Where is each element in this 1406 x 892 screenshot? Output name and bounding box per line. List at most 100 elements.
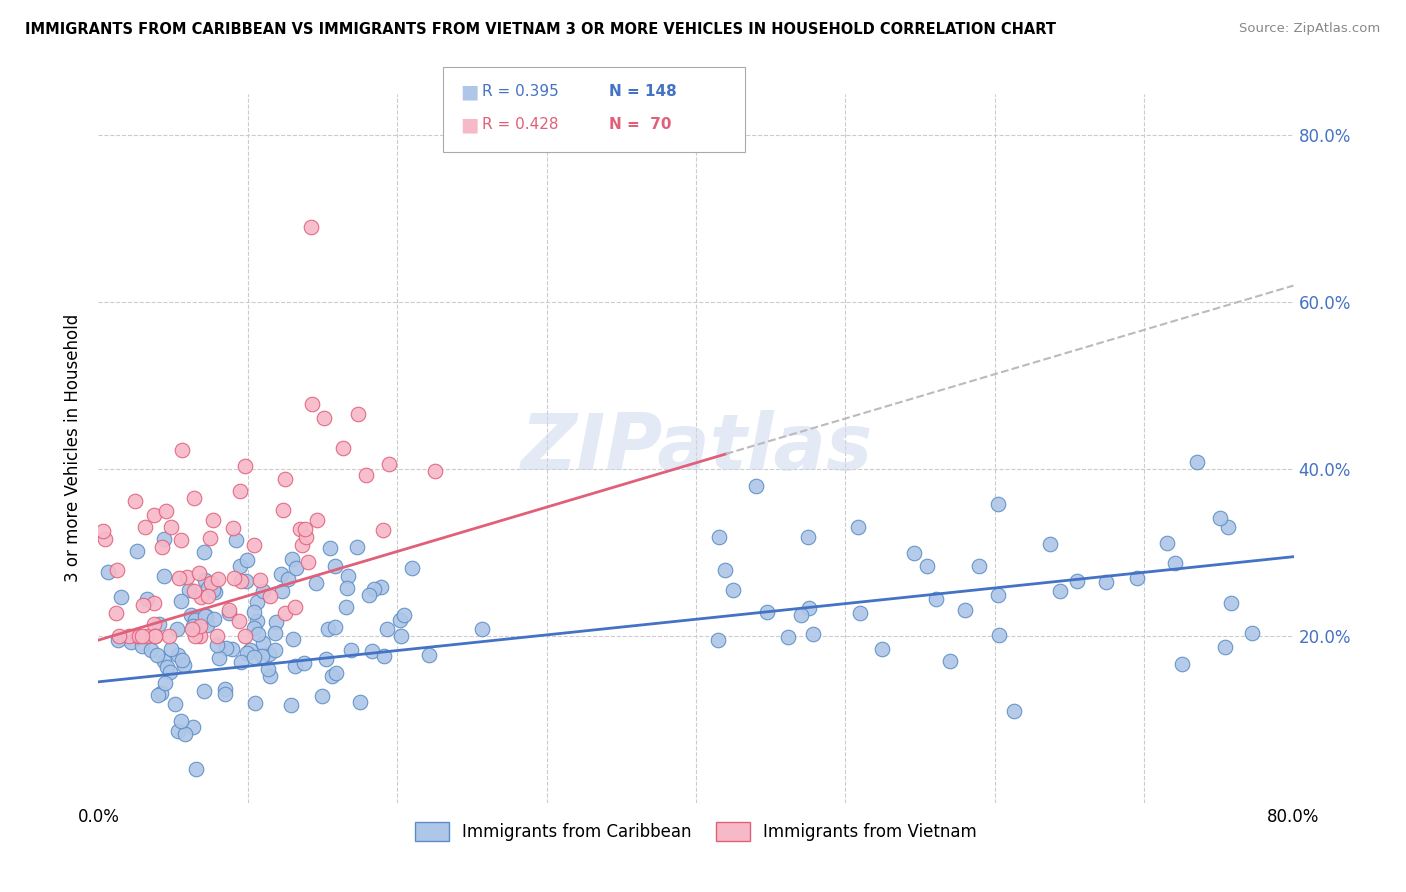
Point — [221, 521, 243, 535]
Point — [259, 669, 281, 683]
Point — [188, 629, 211, 643]
Point — [305, 512, 328, 526]
Point — [1220, 596, 1243, 610]
Point — [361, 643, 384, 657]
Point — [418, 648, 440, 662]
Point — [186, 763, 208, 777]
Text: N =  70: N = 70 — [609, 118, 671, 132]
Point — [128, 629, 150, 643]
Point — [315, 651, 337, 665]
Point — [846, 520, 869, 534]
Point — [167, 724, 190, 739]
Point — [229, 484, 252, 499]
Point — [471, 622, 494, 636]
Point — [1218, 519, 1240, 533]
Point — [150, 540, 173, 554]
Point — [243, 650, 266, 665]
Point — [423, 464, 446, 478]
Point — [200, 576, 222, 591]
Point — [903, 546, 925, 560]
Point — [277, 572, 299, 586]
Point — [270, 583, 292, 598]
Point — [180, 607, 202, 622]
Point — [181, 622, 204, 636]
Point — [231, 574, 253, 588]
Point — [172, 442, 194, 457]
Point — [776, 630, 799, 644]
Point — [373, 649, 395, 664]
Point — [252, 636, 274, 650]
Point — [939, 653, 962, 667]
Point — [127, 543, 149, 558]
Point — [263, 643, 285, 657]
Point — [870, 641, 893, 656]
Point — [181, 720, 204, 734]
Point — [221, 642, 243, 657]
Point — [143, 629, 166, 643]
Point — [264, 626, 287, 640]
Point — [987, 497, 1010, 511]
Legend: Immigrants from Caribbean, Immigrants from Vietnam: Immigrants from Caribbean, Immigrants fr… — [409, 815, 983, 847]
Point — [183, 491, 205, 506]
Point — [291, 538, 314, 552]
Point — [1171, 657, 1194, 671]
Point — [139, 643, 162, 657]
Point — [311, 689, 333, 703]
Point — [153, 676, 176, 690]
Point — [239, 642, 262, 657]
Point — [205, 638, 228, 652]
Point — [316, 622, 339, 636]
Point — [169, 714, 191, 728]
Point — [285, 561, 308, 575]
Point — [1049, 584, 1071, 599]
Point — [193, 683, 215, 698]
Point — [274, 606, 297, 620]
Point — [236, 646, 259, 660]
Y-axis label: 3 or more Vehicles in Household: 3 or more Vehicles in Household — [65, 314, 83, 582]
Point — [167, 571, 190, 585]
Point — [188, 619, 211, 633]
Point — [107, 629, 129, 643]
Point — [170, 594, 193, 608]
Point — [281, 632, 304, 646]
Point — [143, 629, 166, 643]
Text: R = 0.428: R = 0.428 — [482, 118, 558, 132]
Point — [987, 588, 1010, 602]
Point — [110, 590, 132, 604]
Point — [173, 657, 195, 672]
Point — [143, 508, 166, 522]
Point — [388, 614, 411, 628]
Point — [280, 698, 302, 712]
Point — [925, 591, 948, 606]
Point — [160, 642, 183, 657]
Point — [707, 632, 730, 647]
Point — [283, 659, 305, 673]
Point — [197, 582, 219, 596]
Point — [166, 623, 188, 637]
Point — [988, 628, 1011, 642]
Point — [228, 559, 250, 574]
Point — [292, 656, 315, 670]
Point — [245, 696, 267, 710]
Point — [218, 603, 240, 617]
Point — [166, 648, 188, 663]
Point — [246, 595, 269, 609]
Point — [723, 583, 745, 598]
Point — [257, 662, 280, 676]
Point — [153, 655, 176, 669]
Point — [401, 561, 423, 575]
Point — [273, 472, 295, 486]
Point — [177, 583, 200, 598]
Point — [1039, 537, 1062, 551]
Point — [233, 629, 256, 643]
Point — [242, 621, 264, 635]
Point — [94, 532, 117, 546]
Point — [184, 613, 207, 627]
Point — [150, 686, 173, 700]
Text: ■: ■ — [460, 82, 478, 102]
Point — [215, 641, 238, 656]
Point — [142, 617, 165, 632]
Point — [173, 726, 195, 740]
Point — [1066, 574, 1088, 588]
Point — [370, 580, 392, 594]
